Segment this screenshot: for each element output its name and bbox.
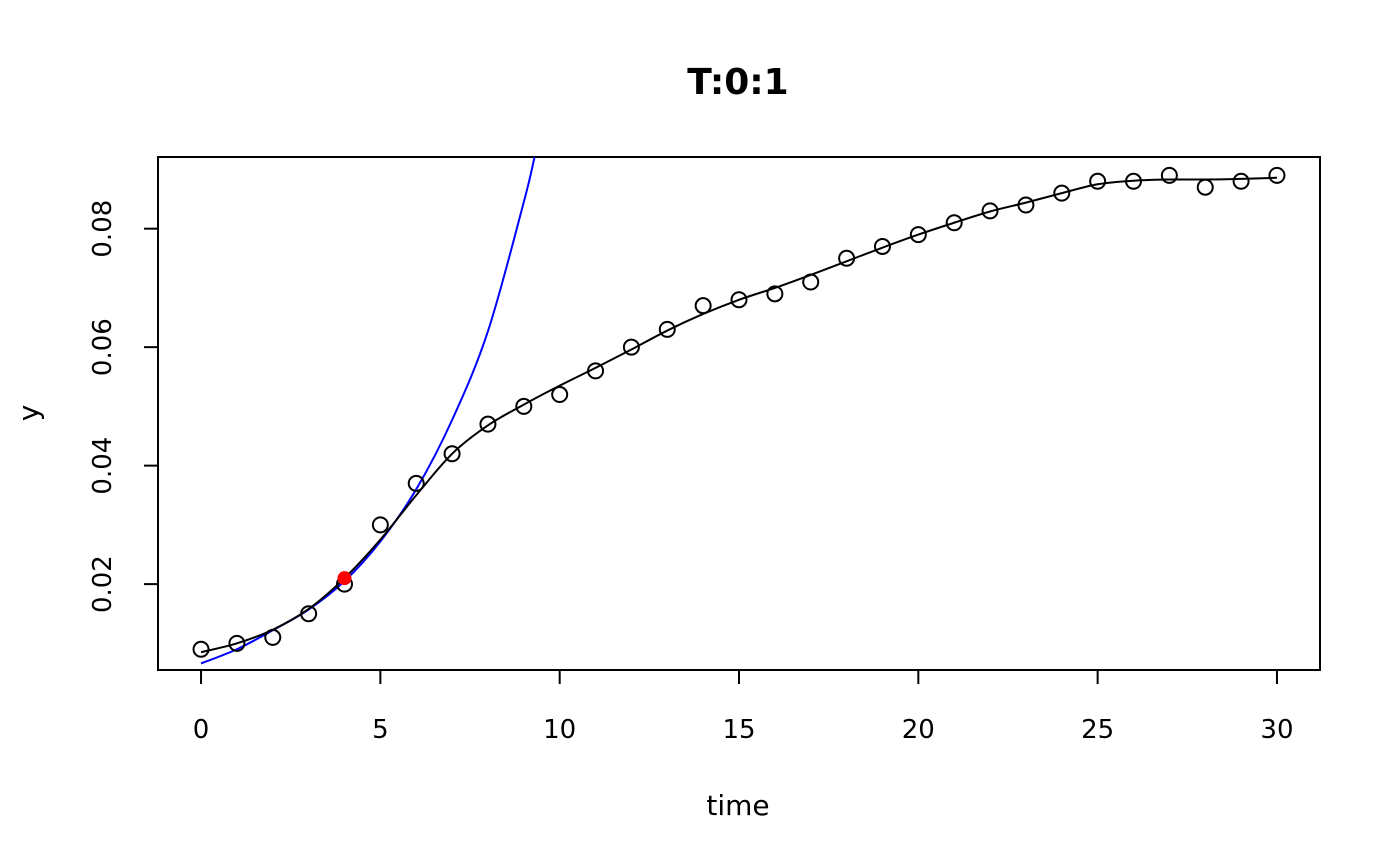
smooth-fit-line <box>200 176 1277 654</box>
observation-point <box>192 640 210 658</box>
y-axis: 0.02 0.04 0.06 0.08 <box>88 200 159 613</box>
highlight-point <box>337 571 352 586</box>
chart-title: T:0:1 <box>687 62 788 103</box>
x-tick-label: 25 <box>1081 715 1114 745</box>
observation-point <box>551 386 569 404</box>
y-tick-label: 0.02 <box>88 555 118 613</box>
y-tick-label: 0.06 <box>88 318 118 376</box>
observation-point <box>407 474 425 492</box>
x-tick-label: 30 <box>1260 715 1293 745</box>
observation-point <box>1125 172 1143 190</box>
observation-point <box>515 397 533 415</box>
observation-point <box>730 291 748 309</box>
observation-point <box>1089 172 1107 190</box>
observation-point <box>694 297 712 315</box>
y-tick-label: 0.08 <box>88 200 118 258</box>
y-tick-label: 0.04 <box>88 437 118 495</box>
observation-point <box>1017 196 1035 214</box>
y-axis-label: y <box>12 405 45 422</box>
observation-point <box>1196 178 1214 196</box>
x-axis: 0 5 10 15 20 25 30 <box>193 669 1294 745</box>
x-tick-label: 20 <box>902 715 935 745</box>
series-layer <box>200 157 1277 665</box>
observation-point <box>443 445 461 463</box>
exponential-fit-line <box>200 157 536 665</box>
x-tick-label: 15 <box>722 715 755 745</box>
observation-point <box>981 202 999 220</box>
observation-point <box>622 338 640 356</box>
observation-point <box>479 415 497 433</box>
x-tick-label: 10 <box>543 715 576 745</box>
points-layer <box>192 166 1286 658</box>
observation-point <box>658 320 676 338</box>
observation-point <box>1053 184 1071 202</box>
observation-point <box>909 226 927 244</box>
observation-point <box>300 605 318 623</box>
observation-point <box>264 628 282 646</box>
observation-point <box>371 516 389 534</box>
x-axis-label: time <box>706 789 769 822</box>
observation-point <box>873 237 891 255</box>
observation-point <box>1268 166 1286 184</box>
observation-point <box>838 249 856 267</box>
observation-point <box>766 285 784 303</box>
observation-point <box>587 362 605 380</box>
observation-point <box>1160 166 1178 184</box>
observation-point <box>1232 172 1250 190</box>
observation-point <box>802 273 820 291</box>
x-tick-label: 0 <box>193 715 210 745</box>
x-tick-label: 5 <box>372 715 389 745</box>
observation-point <box>945 214 963 232</box>
observation-point <box>228 634 246 652</box>
